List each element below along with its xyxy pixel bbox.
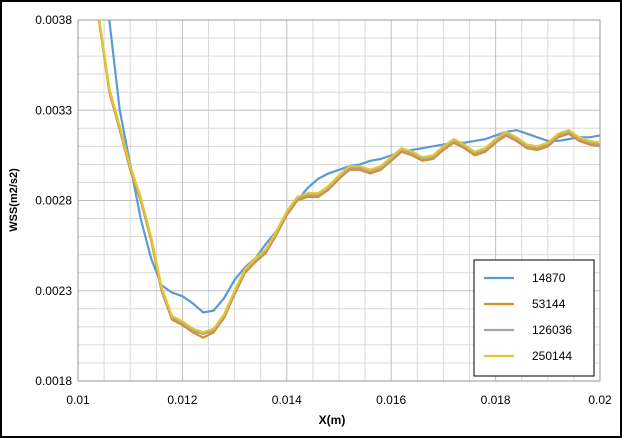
legend-label: 250144 [532, 349, 572, 363]
y-axis-label: WSS(m2/s2) [8, 168, 20, 232]
x-tick-label: 0.012 [167, 393, 197, 407]
legend-label: 53144 [532, 297, 566, 311]
y-tick-label: 0.0018 [35, 374, 72, 388]
plot-border [77, 19, 601, 382]
legend-label: 126036 [532, 323, 572, 337]
legend: 14870 53144 126036 250144 [473, 259, 595, 377]
y-tick-label: 0.0033 [35, 103, 72, 117]
y-tick-label: 0.0023 [35, 284, 72, 298]
y-tick-label: 0.0028 [35, 194, 72, 208]
series-line [98, 20, 600, 334]
x-axis-label: X(m) [319, 413, 346, 427]
x-tick-label: 0.014 [272, 393, 302, 407]
y-tick-label: 0.0038 [35, 13, 72, 27]
x-tick-label: 0.018 [481, 393, 511, 407]
series-line [97, 20, 600, 339]
x-tick-label: 0.016 [376, 393, 406, 407]
x-tick-label: 0.02 [588, 393, 612, 407]
x-tick-label: 0.01 [66, 393, 90, 407]
series-line [97, 20, 600, 336]
legend-label: 14870 [532, 271, 566, 285]
